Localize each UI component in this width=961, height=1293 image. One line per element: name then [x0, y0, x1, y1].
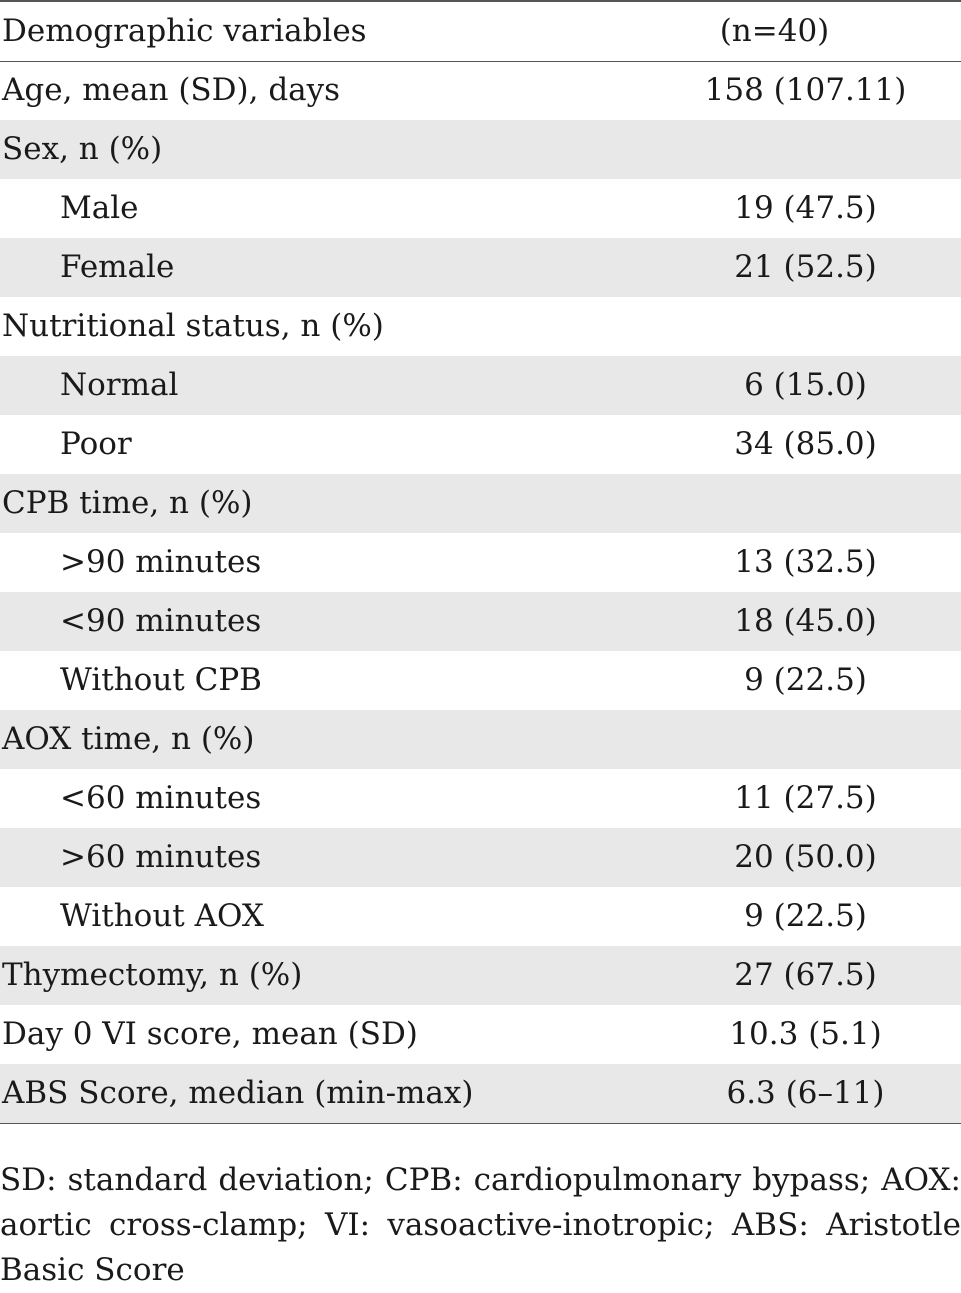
demographics-table-container: Demographic variables (n=40) Age, mean (… [0, 1, 961, 1123]
row-label: AOX time, n (%) [2, 721, 255, 757]
row-sublabel: <60 minutes [60, 780, 262, 816]
header-variables: Demographic variables [2, 12, 367, 49]
row-label: Day 0 VI score, mean (SD) [2, 1016, 418, 1052]
table-row: Sex, n (%) [0, 120, 961, 179]
table-row: Normal 6 (15.0) [0, 356, 961, 415]
demographics-table: Demographic variables (n=40) Age, mean (… [0, 1, 961, 1123]
row-value [600, 120, 961, 179]
table-row: CPB time, n (%) [0, 474, 961, 533]
table-row: Poor 34 (85.0) [0, 415, 961, 474]
row-sublabel: Female [60, 249, 175, 285]
row-value: 6.3 (6–11) [726, 1074, 885, 1111]
row-value [600, 474, 961, 533]
row-value: 9 (22.5) [744, 898, 867, 934]
row-value: 20 (50.0) [734, 839, 877, 875]
table-row: Without CPB 9 (22.5) [0, 651, 961, 710]
row-value: 18 (45.0) [734, 603, 877, 639]
row-label: CPB time, n (%) [2, 485, 253, 521]
table-row: Day 0 VI score, mean (SD) 10.3 (5.1) [0, 1005, 961, 1064]
table-row: Without AOX 9 (22.5) [0, 887, 961, 946]
row-value: 11 (27.5) [734, 780, 877, 816]
row-label: Nutritional status, n (%) [2, 308, 384, 344]
table-row: <90 minutes 18 (45.0) [0, 592, 961, 651]
table-row: >60 minutes 20 (50.0) [0, 828, 961, 887]
header-row: Demographic variables (n=40) [0, 1, 961, 61]
row-sublabel: Poor [60, 426, 132, 462]
row-value [600, 297, 961, 356]
header-sample-size: (n=40) [719, 12, 830, 49]
table-body: Age, mean (SD), days 158 (107.11) Sex, n (… [0, 61, 961, 1123]
row-value: 10.3 (5.1) [729, 1016, 882, 1052]
table-row: Age, mean (SD), days 158 (107.11) [0, 61, 961, 120]
row-sublabel: <90 minutes [60, 603, 262, 639]
row-label: Sex, n (%) [2, 131, 163, 167]
table-row: Thymectomy, n (%) 27 (67.5) [0, 946, 961, 1005]
row-sublabel: Normal [60, 367, 179, 403]
row-value [600, 710, 961, 769]
table-row: ABS Score, median (min-max) 6.3 (6–11) [0, 1064, 961, 1123]
table-row: >90 minutes 13 (32.5) [0, 533, 961, 592]
table-footnote: SD: standard deviation; CPB: cardiopulmo… [0, 1162, 961, 1288]
row-value: 19 (47.5) [734, 190, 877, 226]
table-header: Demographic variables (n=40) [0, 1, 961, 61]
row-value: 21 (52.5) [734, 249, 877, 285]
row-value: 158 (107.11) [704, 72, 907, 109]
row-value: 13 (32.5) [734, 544, 877, 580]
table-row: AOX time, n (%) [0, 710, 961, 769]
table-row: Male 19 (47.5) [0, 179, 961, 238]
table-row: Female 21 (52.5) [0, 238, 961, 297]
row-label: Age, mean (SD), days [2, 72, 341, 109]
row-value: 34 (85.0) [734, 426, 877, 462]
table-row: Nutritional status, n (%) [0, 297, 961, 356]
row-sublabel: >60 minutes [60, 839, 262, 875]
row-sublabel: Male [60, 190, 139, 226]
row-sublabel: Without AOX [60, 898, 264, 934]
row-value: 27 (67.5) [734, 957, 877, 993]
row-value: 9 (22.5) [744, 662, 867, 698]
table-row: <60 minutes 11 (27.5) [0, 769, 961, 828]
row-sublabel: >90 minutes [60, 544, 262, 580]
row-label: ABS Score, median (min-max) [2, 1074, 474, 1111]
row-value: 6 (15.0) [744, 367, 867, 403]
row-label: Thymectomy, n (%) [2, 957, 303, 993]
row-sublabel: Without CPB [60, 662, 262, 698]
